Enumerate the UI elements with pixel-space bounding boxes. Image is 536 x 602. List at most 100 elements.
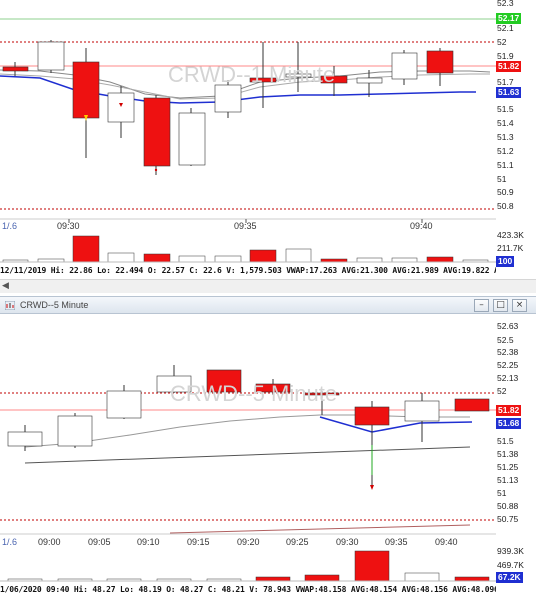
- vwap-line: [319, 416, 473, 433]
- status-line: 1/06/2020 09:40 Hi: 48.27 Lo: 48.19 O: 4…: [0, 585, 496, 594]
- time-label: 09:05: [88, 537, 111, 547]
- hi-price-badge: 52.17: [496, 13, 522, 24]
- candle: [7, 431, 43, 447]
- volume-label: 211.7K: [497, 243, 524, 253]
- price-label: 51.3: [497, 132, 514, 142]
- price-label: 50.8: [497, 201, 514, 211]
- time-label: 09:00: [38, 537, 61, 547]
- price-label: 51.4: [497, 118, 514, 128]
- time-label: 09:30: [57, 221, 80, 231]
- price-label: 51.2: [497, 146, 514, 156]
- price-label: 51.25: [497, 462, 519, 472]
- candle: [454, 398, 490, 412]
- candle: [178, 112, 206, 166]
- price-label: 51.7: [497, 77, 514, 87]
- bottom-chart[interactable]: [0, 315, 496, 602]
- candle: [206, 369, 242, 393]
- price-label: 52.38: [497, 347, 519, 357]
- time-label: 09:35: [234, 221, 257, 231]
- avg-line-2: [24, 446, 471, 464]
- candle: [57, 415, 93, 447]
- candle: [2, 66, 29, 72]
- candle: [214, 84, 242, 113]
- price-label: 52.63: [497, 321, 519, 331]
- chart-watermark: CRWD--1 Minute: [168, 62, 336, 87]
- vwap-price-badge: 51.68: [496, 418, 522, 429]
- price-label: 52: [497, 37, 507, 47]
- candle: [356, 77, 383, 84]
- vwap-price-badge: 51.63: [496, 87, 522, 98]
- candles: [2, 40, 454, 175]
- candle: [354, 406, 390, 426]
- volume-label: 423.3K: [497, 230, 524, 240]
- price-label: 51.5: [497, 104, 514, 114]
- scroll-left-icon[interactable]: ◀: [2, 281, 9, 291]
- volume-badge: 67.2K: [496, 572, 523, 583]
- close-icon: ×: [515, 300, 524, 310]
- candle: [143, 97, 171, 167]
- time-label: 09:35: [385, 537, 408, 547]
- price-label: 52.1: [497, 23, 514, 33]
- candle: [72, 61, 100, 119]
- marker: [84, 115, 88, 121]
- time-label: 09:20: [237, 537, 260, 547]
- minimize-button[interactable]: –: [474, 299, 489, 312]
- price-label: 52.5: [497, 335, 514, 345]
- time-label: 09:25: [286, 537, 309, 547]
- status-line: 12/11/2019 Hi: 22.86 Lo: 22.494 O: 22.57…: [0, 266, 496, 275]
- price-label: 51: [497, 488, 507, 498]
- window-titlebar[interactable]: CRWD--5 Minute – □ ×: [0, 296, 536, 314]
- price-label: 51.5: [497, 436, 514, 446]
- horizontal-scrollbar[interactable]: ◀: [0, 279, 536, 293]
- price-label: 51.13: [497, 475, 519, 485]
- last-price-badge: 51.82: [496, 405, 522, 416]
- volume-bars: [2, 235, 489, 263]
- window-title: CRWD--5 Minute: [20, 300, 89, 310]
- candle: [249, 77, 277, 83]
- price-label: 52.25: [497, 360, 519, 370]
- price-label: 51.1: [497, 160, 514, 170]
- price-label: 52: [497, 386, 507, 396]
- minimize-icon: –: [479, 300, 484, 310]
- candle: [320, 75, 348, 84]
- price-label: 51: [497, 174, 507, 184]
- restore-icon: □: [496, 300, 505, 310]
- marker: [119, 103, 123, 107]
- volume-badge: 100: [496, 256, 515, 267]
- last-price-badge: 51.82: [496, 61, 522, 72]
- volume-label: 469.7K: [497, 560, 524, 570]
- candle: [255, 383, 291, 393]
- candle: [285, 73, 312, 78]
- price-label: 51.9: [497, 51, 514, 61]
- time-label: 09:10: [137, 537, 160, 547]
- scale-icon[interactable]: 1/.6: [2, 221, 18, 231]
- close-button[interactable]: ×: [512, 299, 527, 312]
- top-chart[interactable]: [0, 0, 496, 280]
- time-label: 09:15: [187, 537, 210, 547]
- chart-window-icon: [5, 301, 15, 310]
- candle: [426, 50, 454, 74]
- price-label: 51.38: [497, 449, 519, 459]
- candle: [304, 392, 340, 396]
- time-label: 09:40: [410, 221, 433, 231]
- candle: [107, 92, 135, 123]
- restore-button[interactable]: □: [493, 299, 508, 312]
- candle: [404, 400, 440, 422]
- time-label: 09:40: [435, 537, 458, 547]
- price-label: 50.75: [497, 514, 519, 524]
- volume-label: 939.3K: [497, 546, 524, 556]
- price-label: 50.9: [497, 187, 514, 197]
- chart-watermark: CRWD--5 Minute: [170, 381, 338, 406]
- volume-bars: [7, 550, 490, 582]
- marker: [370, 485, 374, 490]
- scale-icon[interactable]: 1/.6: [2, 537, 18, 547]
- price-label: 52.3: [497, 0, 514, 8]
- candle: [156, 375, 192, 393]
- candle: [37, 41, 65, 71]
- candle: [391, 52, 418, 80]
- candle: [106, 390, 142, 419]
- avg-line-1: [24, 414, 470, 448]
- time-label: 09:30: [336, 537, 359, 547]
- candles: [7, 365, 490, 490]
- price-label: 50.88: [497, 501, 519, 511]
